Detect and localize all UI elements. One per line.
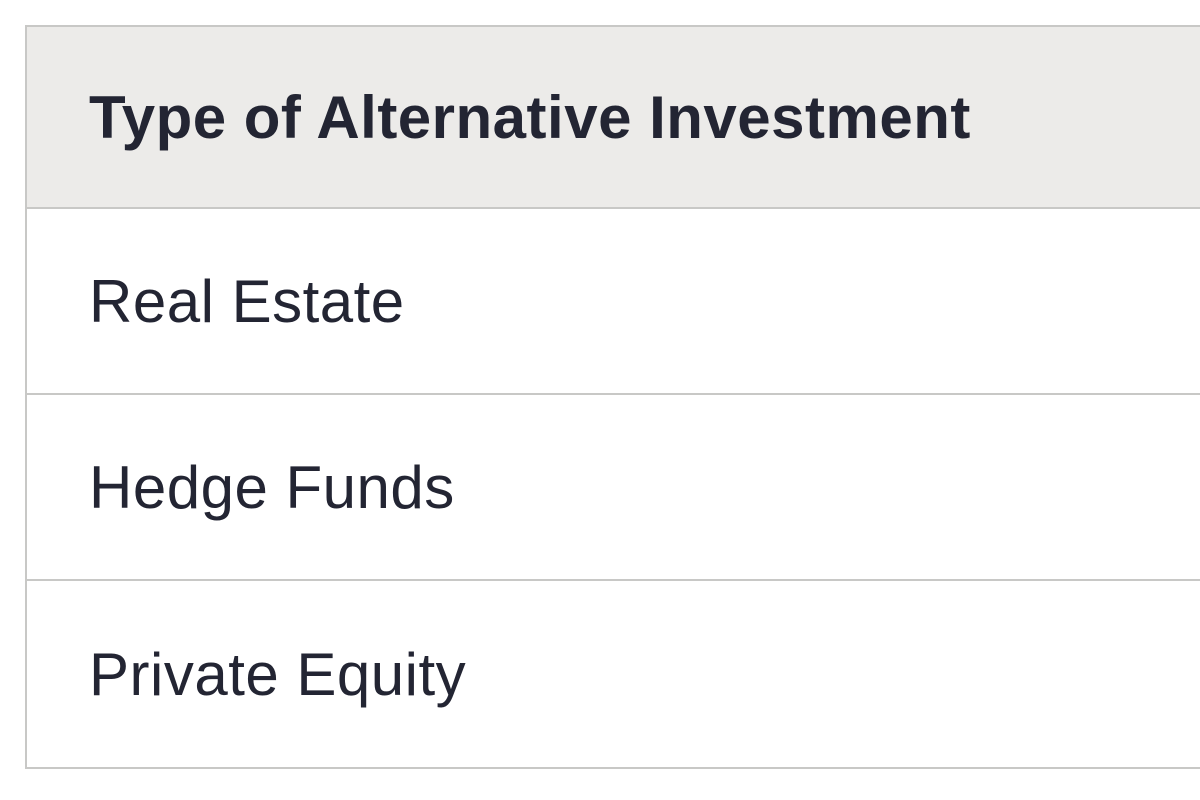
table-cell-real-estate: Real Estate	[89, 267, 405, 335]
alternative-investment-table: Type of Alternative Investment Real Esta…	[25, 25, 1200, 769]
table-header-row: Type of Alternative Investment	[27, 27, 1200, 209]
table-cell-hedge-funds: Hedge Funds	[89, 453, 455, 521]
table-row: Real Estate	[27, 209, 1200, 395]
table-row: Private Equity	[27, 581, 1200, 767]
table-header-cell: Type of Alternative Investment	[89, 83, 971, 151]
table-cell-private-equity: Private Equity	[89, 640, 467, 708]
table-row: Hedge Funds	[27, 395, 1200, 581]
